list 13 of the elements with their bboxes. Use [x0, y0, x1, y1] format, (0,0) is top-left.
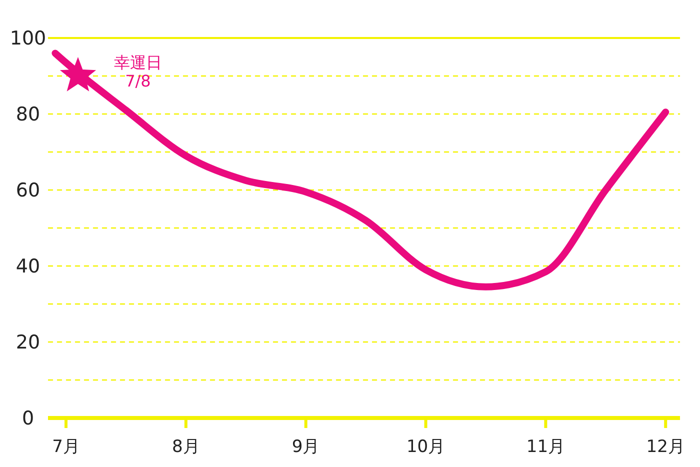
y-tick-label: 0	[22, 408, 34, 430]
y-tick-label: 80	[16, 104, 40, 126]
x-tick-label: 12月	[646, 437, 685, 458]
y-tick-label: 40	[16, 256, 40, 278]
x-tick-label: 11月	[526, 437, 566, 458]
x-tick-label: 10月	[406, 437, 446, 458]
x-tick-label: 9月	[292, 437, 320, 458]
annotation: 幸運日 7/8	[114, 53, 162, 90]
x-tick-label: 7月	[52, 437, 80, 458]
y-tick-label: 100	[10, 28, 46, 50]
y-tick-label: 60	[16, 180, 40, 202]
y-tick-label: 20	[16, 332, 40, 354]
x-tick-label: 8月	[172, 437, 200, 458]
